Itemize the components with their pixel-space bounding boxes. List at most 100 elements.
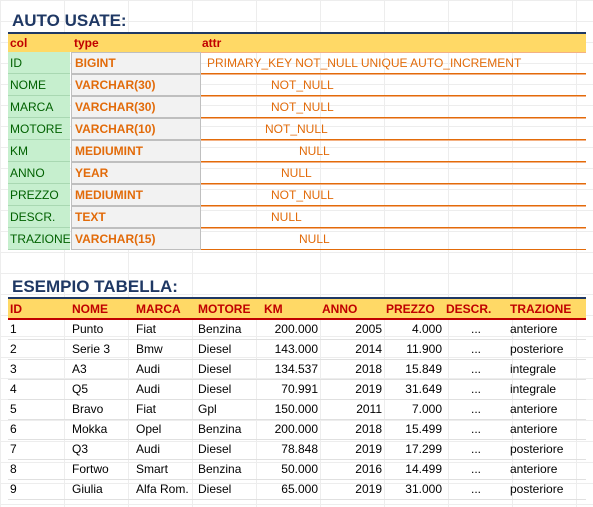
table-cell: integrale [508,379,586,400]
schema-row: ANNO YEAR NULL [8,162,586,184]
table-header-cell: MOTORE [196,299,262,320]
table-cell: Diesel [196,479,262,500]
table-cell: A3 [70,359,134,380]
table-cell: ... [444,339,508,360]
section-title-auto-usate: AUTO USATE: [12,11,127,30]
table-cell: Diesel [196,339,262,360]
table-cell: 1 [8,319,70,340]
title-underline [8,32,586,34]
table-cell: 2019 [320,439,384,460]
table-cell: 7 [8,439,70,460]
table-cell: posteriore [508,439,586,460]
table-cell: anteriore [508,399,586,420]
table-cell: posteriore [508,479,586,500]
table-cell: ... [444,399,508,420]
table-header-cell: MARCA [134,299,196,320]
schema-row: ID BIGINT PRIMARY_KEY NOT_NULL UNIQUE AUTO… [8,52,586,74]
schema-header-type: type [74,36,99,50]
schema-header-attr: attr [202,36,222,50]
example-table: ID NOME MARCA MOTORE KM ANNO PREZZO DESCR. TRAZI… [8,299,586,500]
table-row: 7 Q3 Audi Diesel 78.848 2019 17.299... posterio… [8,439,586,460]
table-cell: 9 [8,479,70,500]
table-cell: 31.000 [384,479,444,500]
table-header-cell: PREZZO [384,299,444,320]
schema-col-name: ANNO [8,162,70,184]
table-cell: 134.537 [262,359,320,380]
table-cell: 4 [8,379,70,400]
table-cell: 78.848 [262,439,320,460]
table-cell: Benzina [196,459,262,480]
table-cell: 150.000 [262,399,320,420]
schema-col-attr: NULL [201,162,586,184]
table-cell: anteriore [508,459,586,480]
table-cell: 2018 [320,359,384,380]
schema-col-type: VARCHAR(30) [71,74,201,96]
table-row: 9 Giulia Alfa Rom. Diesel 65.000 2019 31.000..… [8,479,586,500]
section-title-esempio-tabella: ESEMPIO TABELLA: [12,277,178,296]
schema-col-attr: NULL [201,140,586,162]
table-cell: 143.000 [262,339,320,360]
table-header-cell: ID [8,299,70,320]
table-cell: Q5 [70,379,134,400]
table-cell: ... [444,479,508,500]
table-header-cell: DESCR. [444,299,508,320]
schema-header-col: col [10,36,28,50]
table-row: 6 Mokka Opel Benzina 200.000 2018 15.499... ant… [8,419,586,440]
schema-row: TRAZIONE VARCHAR(15) NULL [8,228,586,250]
schema-row: NOME VARCHAR(30) NOT_NULL [8,74,586,96]
table-header-cell: TRAZIONE [508,299,586,320]
table-cell: 65.000 [262,479,320,500]
schema-col-type: VARCHAR(15) [71,228,201,250]
table-cell: Diesel [196,379,262,400]
table-cell: Fiat [134,319,196,340]
table-cell: Bmw [134,339,196,360]
table-cell: anteriore [508,319,586,340]
table-cell: 2018 [320,419,384,440]
schema-col-name: PREZZO [8,184,70,206]
table-cell: Benzina [196,319,262,340]
schema-col-name: ID [8,52,70,74]
table-cell: 2019 [320,479,384,500]
table-cell: Gpl [196,399,262,420]
table-cell: anteriore [508,419,586,440]
table-cell: Fiat [134,399,196,420]
table-cell: 7.000 [384,399,444,420]
table-cell: ... [444,359,508,380]
table-cell: posteriore [508,339,586,360]
table-row: 8 Fortwo Smart Benzina 50.000 2016 14.499... an… [8,459,586,480]
schema-col-type: VARCHAR(30) [71,96,201,118]
table-cell: 14.499 [384,459,444,480]
table-cell: 15.849 [384,359,444,380]
table-cell: 5 [8,399,70,420]
table-cell: Mokka [70,419,134,440]
table-cell: 2019 [320,379,384,400]
table-cell: Opel [134,419,196,440]
schema-col-attr: NOT_NULL [201,74,586,96]
table-cell: Bravo [70,399,134,420]
table-cell: Alfa Rom. [134,479,196,500]
table-cell: 31.649 [384,379,444,400]
schema-col-attr: NOT_NULL [201,184,586,206]
table-cell: 11.900 [384,339,444,360]
schema-row: PREZZO MEDIUMINT NOT_NULL [8,184,586,206]
table-header-cell: KM [262,299,320,320]
schema-col-attr: PRIMARY_KEY NOT_NULL UNIQUE AUTO_INCREME… [201,52,586,74]
table-row: 4 Q5 Audi Diesel 70.991 2019 31.649... integral… [8,379,586,400]
schema-col-type: MEDIUMINT [71,140,201,162]
table-cell: 2011 [320,399,384,420]
schema-col-name: DESCR. [8,206,70,228]
table-header-cell: ANNO [320,299,384,320]
table-cell: 50.000 [262,459,320,480]
schema-row: KM MEDIUMINT NULL [8,140,586,162]
schema-col-name: TRAZIONE [8,228,71,250]
schema-col-attr: NOT_NULL [201,96,586,118]
table-cell: Audi [134,379,196,400]
table-cell: Diesel [196,439,262,460]
table-cell: Punto [70,319,134,340]
table-cell: ... [444,459,508,480]
table-row: 5 Bravo Fiat Gpl 150.000 2011 7.000... anterior… [8,399,586,420]
table-cell: Diesel [196,359,262,380]
schema-col-name: NOME [8,74,70,96]
table-cell: ... [444,379,508,400]
